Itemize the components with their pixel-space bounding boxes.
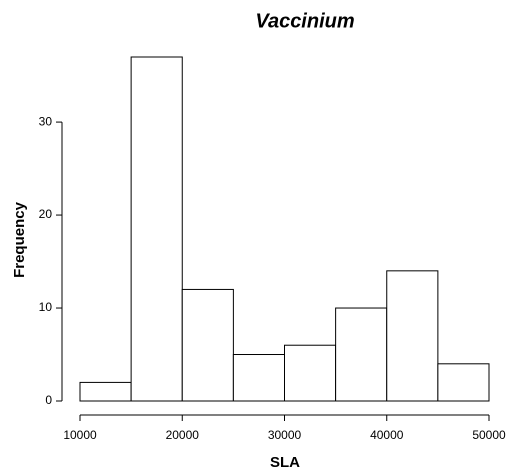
bar (386, 270, 439, 402)
y-tick-label: 20 (39, 207, 53, 221)
x-tick-label: 40000 (370, 428, 404, 442)
bar (79, 381, 132, 402)
bar (130, 56, 183, 402)
x-axis-label: SLA (270, 454, 300, 471)
y-tick-label: 10 (39, 300, 53, 314)
chart-title: Vaccinium (255, 10, 354, 32)
y-tick-label: 0 (45, 393, 52, 407)
bar (284, 344, 337, 402)
x-tick-label: 20000 (166, 428, 200, 442)
bar (181, 288, 234, 402)
y-tick-label: 30 (39, 114, 53, 128)
bar (232, 354, 285, 402)
x-tick-label: 50000 (472, 428, 506, 442)
x-tick-label: 10000 (63, 428, 97, 442)
y-axis-label: Frequency (11, 201, 28, 278)
x-tick-label: 30000 (268, 428, 302, 442)
bar (437, 363, 490, 402)
bar (335, 307, 388, 402)
